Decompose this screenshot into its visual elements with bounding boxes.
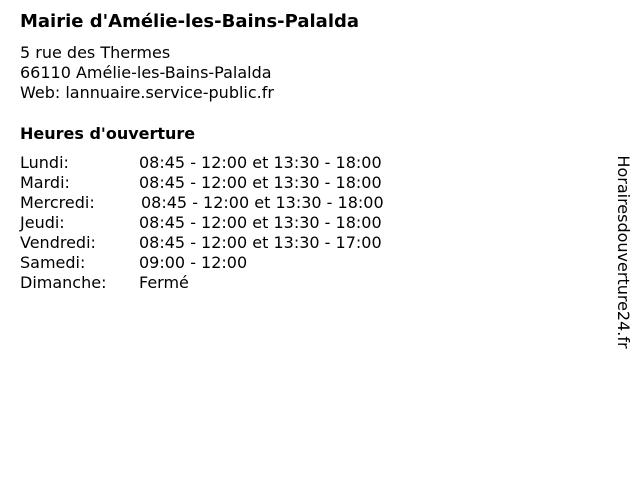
page-title: Mairie d'Amélie-les-Bains-Palalda bbox=[20, 11, 360, 32]
day-label: Vendredi: bbox=[20, 233, 96, 252]
time-value: 08:45 - 12:00 et 13:30 - 18:00 bbox=[139, 173, 382, 192]
watermark-text: Horairesdouverture24.fr bbox=[614, 155, 633, 349]
day-label: Jeudi: bbox=[20, 213, 65, 232]
day-label: Mercredi: bbox=[20, 193, 95, 212]
address-city: 66110 Amélie-les-Bains-Palalda bbox=[20, 63, 272, 82]
address-street: 5 rue des Thermes bbox=[20, 43, 171, 62]
time-value: Fermé bbox=[139, 273, 189, 292]
day-label: Lundi: bbox=[20, 153, 69, 172]
day-label: Mardi: bbox=[20, 173, 70, 192]
time-value: 08:45 - 12:00 et 13:30 - 18:00 bbox=[139, 153, 382, 172]
address-web: Web: lannuaire.service-public.fr bbox=[20, 83, 274, 102]
time-value: 09:00 - 12:00 bbox=[139, 253, 248, 272]
address-block: 5 rue des Thermes 66110 Amélie-les-Bains… bbox=[20, 43, 274, 103]
day-label: Samedi: bbox=[20, 253, 86, 272]
time-value: 08:45 - 12:00 et 13:30 - 18:00 bbox=[141, 193, 384, 212]
day-label: Dimanche: bbox=[20, 273, 107, 292]
hours-heading: Heures d'ouverture bbox=[20, 124, 196, 143]
time-value: 08:45 - 12:00 et 13:30 - 18:00 bbox=[139, 213, 382, 232]
time-value: 08:45 - 12:00 et 13:30 - 17:00 bbox=[139, 233, 382, 252]
